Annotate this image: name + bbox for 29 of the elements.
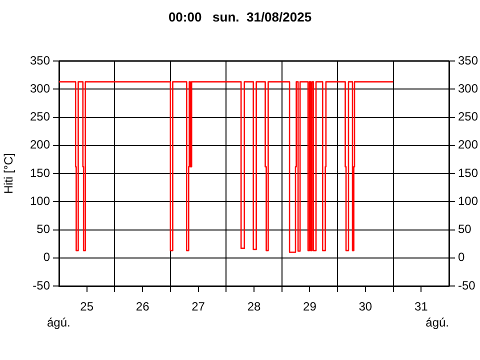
y2-tick-label: 150 [458,166,478,180]
y2-tick-label: 200 [458,138,478,152]
y2-tick-label: 250 [458,110,478,124]
x-tick-label: 30 [358,300,372,314]
y-tick-label: 200 [30,138,50,152]
y-tick-label: 350 [30,53,50,68]
y2-tick-label: 100 [458,194,478,208]
x-tick-label: 27 [192,300,206,314]
text: ágú. [426,315,449,330]
y-tick-label: 300 [30,81,50,96]
y-tick-label: 150 [30,166,50,180]
x-tick-label: 29 [303,300,317,314]
y-tick-label: 50 [36,222,50,236]
chart-title: 00:00 sun. 31/08/2025 [168,10,312,25]
y-axis-title: Hiti [°C] [2,153,16,194]
y2-tick-label: 0 [458,250,465,264]
x-tick-label: 26 [136,300,150,314]
y2-tick-label: 300 [458,81,478,96]
x-tick-label: 28 [247,300,261,314]
x-tick-label: 31 [414,300,428,314]
y-tick-label: -50 [32,278,50,292]
x-tick-label: 25 [80,300,94,314]
y-tick-label: 100 [30,194,50,208]
y2-tick-label: 50 [458,222,472,236]
y-tick-label: 250 [30,110,50,124]
text: ágú. [47,315,70,330]
y-tick-label: 0 [43,250,50,264]
y2-tick-label: -50 [458,278,476,292]
y2-tick-label: 350 [458,53,478,68]
